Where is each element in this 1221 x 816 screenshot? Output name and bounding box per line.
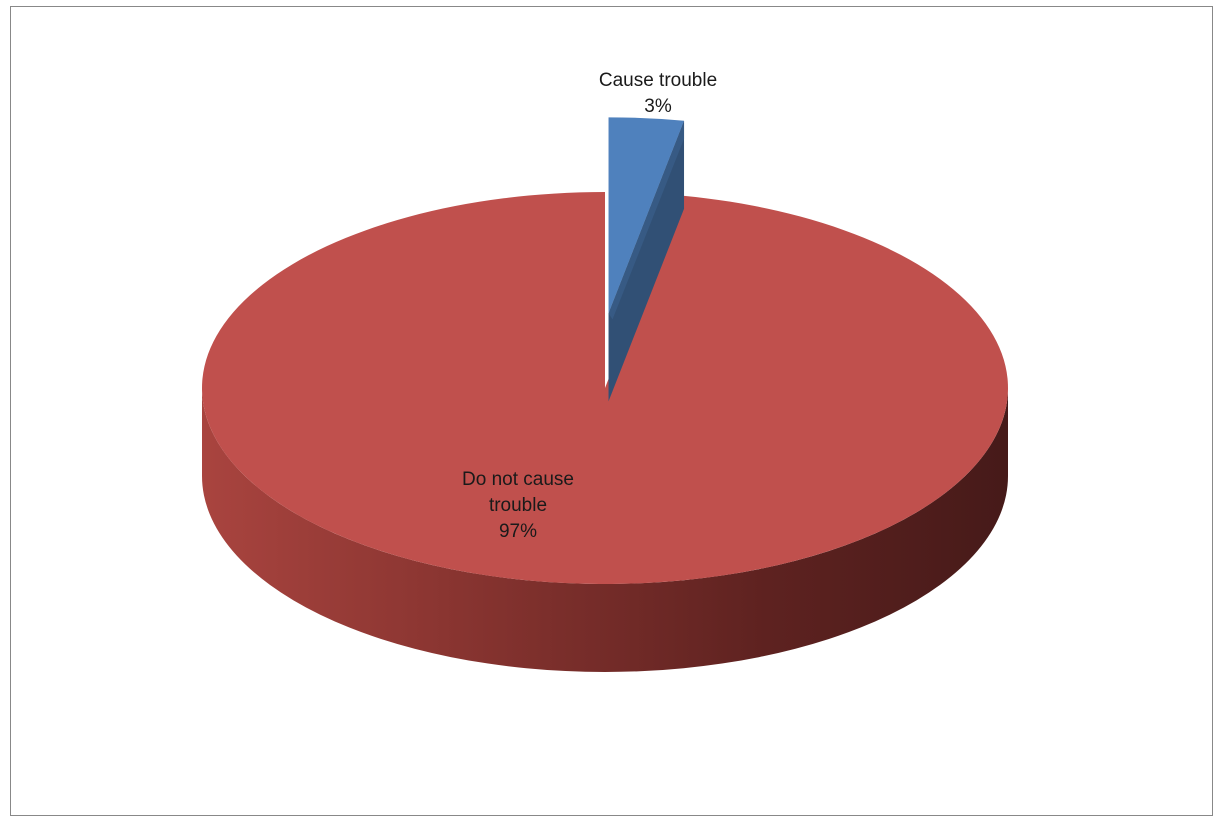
pie-slice-cause-trouble: [608, 117, 685, 402]
slice-side-do-not-cause-trouble: [202, 388, 1008, 672]
slice-top-cause-trouble: [608, 117, 685, 314]
pie-slice-do-not-cause-trouble: [201, 192, 1008, 672]
slice-edge-cause-trouble: [608, 120, 685, 402]
data-label-line: Do not cause: [462, 469, 574, 490]
data-label-line: 97%: [499, 521, 537, 542]
slice-wall-cause-trouble: [608, 120, 685, 320]
data-label-cause-trouble: Cause trouble 3%: [599, 70, 717, 117]
data-label-do-not-cause-trouble: Do not cause trouble 97%: [462, 469, 574, 542]
data-label-line: Cause trouble: [599, 70, 717, 91]
data-label-line: trouble: [489, 495, 547, 516]
slice-top-do-not-cause-trouble: [201, 192, 1008, 584]
data-label-line: 3%: [644, 96, 672, 117]
